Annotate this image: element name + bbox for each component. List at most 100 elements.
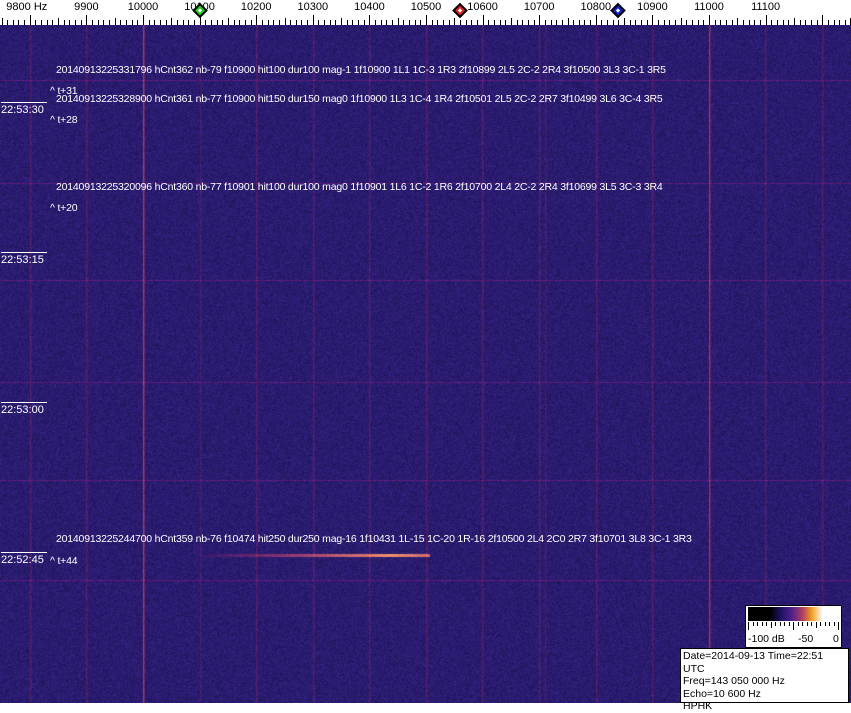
scale-tick — [330, 20, 331, 25]
scale-tick — [573, 20, 574, 25]
scale-tick — [794, 18, 795, 25]
scale-tick — [324, 20, 325, 25]
legend-tick — [820, 622, 821, 626]
scale-tick — [834, 20, 835, 25]
scale-tick — [98, 20, 99, 25]
scale-tick — [171, 18, 172, 25]
legend-tick — [833, 622, 835, 626]
scale-tick — [279, 20, 280, 25]
scale-tick — [726, 20, 727, 25]
waterfall-spectrogram[interactable] — [0, 25, 851, 703]
scale-tick — [822, 15, 823, 25]
scale-tick — [788, 20, 789, 25]
red-marker[interactable] — [452, 2, 468, 19]
legend-tick — [797, 622, 799, 626]
scale-tick — [364, 20, 365, 25]
scale-tick — [551, 20, 552, 25]
color-gradient — [748, 607, 839, 621]
scale-tick — [534, 20, 535, 25]
scale-tick — [2, 18, 3, 25]
scale-tick — [805, 20, 806, 25]
scale-tick — [635, 20, 636, 25]
scale-tick — [760, 20, 761, 25]
scale-tick — [737, 18, 738, 25]
scale-tick — [132, 20, 133, 25]
legend-tick — [838, 622, 839, 630]
scale-tick — [307, 20, 308, 25]
detection-offset: ^ t+28 — [50, 114, 78, 126]
legend-tick — [806, 622, 808, 626]
scale-tick — [539, 15, 540, 25]
scale-tick — [647, 20, 648, 25]
scale-tick — [505, 20, 506, 25]
frequency-label: 10300 — [297, 1, 329, 13]
scale-tick — [437, 20, 438, 25]
scale-tick — [720, 20, 721, 25]
scale-tick — [522, 20, 523, 25]
scale-tick — [81, 20, 82, 25]
scale-tick — [285, 18, 286, 25]
scale-tick — [403, 20, 404, 25]
frequency-label: 10400 — [354, 1, 385, 13]
scale-tick — [115, 18, 116, 25]
legend-min: -100 dB — [748, 633, 785, 645]
scale-tick — [607, 20, 608, 25]
scale-tick — [709, 15, 710, 25]
frequency-label: 11000 — [694, 1, 724, 13]
scale-tick — [743, 20, 744, 25]
legend-tick — [748, 622, 749, 630]
legend-tick — [815, 622, 817, 628]
frequency-label: 11100 — [751, 1, 781, 13]
scale-tick — [143, 15, 144, 25]
scale-tick — [669, 20, 670, 25]
legend-tick — [770, 622, 772, 628]
scale-tick — [301, 20, 302, 25]
frequency-label: 10000 — [127, 1, 159, 13]
frequency-label: 10600 — [467, 1, 498, 13]
scale-tick — [290, 20, 291, 25]
legend-tick — [752, 622, 754, 626]
detection-label: 20140913225328900 hCnt361 nb-77 f10900 h… — [56, 93, 663, 105]
scale-tick — [188, 20, 189, 25]
scale-tick — [432, 20, 433, 25]
scale-tick — [483, 15, 484, 25]
scale-tick — [245, 20, 246, 25]
scale-tick — [579, 20, 580, 25]
scale-tick — [341, 18, 342, 25]
scale-tick — [766, 15, 767, 25]
scale-tick — [177, 20, 178, 25]
legend-tick — [775, 622, 776, 626]
scale-tick — [166, 20, 167, 25]
scale-tick — [47, 20, 48, 25]
blue-marker[interactable] — [610, 2, 627, 19]
scale-tick — [652, 15, 653, 25]
scale-tick — [613, 20, 614, 25]
date-time: Date=2014-09-13 Time=22:51 UTC — [683, 650, 824, 675]
scale-tick — [154, 20, 155, 25]
scale-tick — [732, 20, 733, 25]
scale-tick — [183, 20, 184, 25]
scale-tick — [13, 20, 14, 25]
scale-tick — [52, 20, 53, 25]
legend-tick — [779, 622, 781, 626]
scale-tick — [443, 20, 444, 25]
scale-tick — [477, 20, 478, 25]
scale-tick — [845, 20, 846, 25]
scale-tick — [41, 20, 42, 25]
frequency-label: 10800 — [580, 1, 612, 13]
legend-mid: -50 — [798, 633, 814, 645]
scale-tick — [18, 20, 19, 25]
scale-tick — [262, 20, 263, 25]
scale-tick — [528, 20, 529, 25]
scale-tick — [415, 20, 416, 25]
scale-tick — [24, 20, 25, 25]
scale-tick — [160, 20, 161, 25]
scale-tick — [109, 20, 110, 25]
time-label: 22:53:30 — [1, 102, 47, 116]
detection-offset: ^ t+31 — [50, 85, 78, 97]
scale-tick — [839, 20, 840, 25]
scale-tick — [268, 20, 269, 25]
scale-tick — [92, 20, 93, 25]
scale-tick — [149, 20, 150, 25]
color-scale-legend: -100 dB -50 0 — [745, 605, 842, 648]
